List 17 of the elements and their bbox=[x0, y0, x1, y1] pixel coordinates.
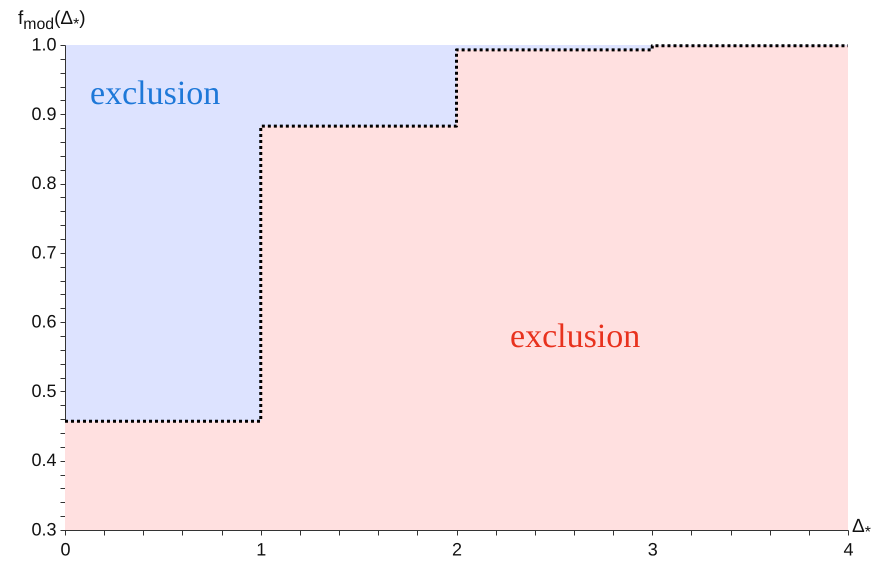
x-tick-label: 4 bbox=[843, 540, 854, 560]
y-tick-label: 0.6 bbox=[31, 312, 56, 332]
y-tick-label: 0.8 bbox=[31, 173, 56, 194]
x-tick-label: 3 bbox=[648, 540, 658, 560]
y-tick-label: 0.4 bbox=[31, 450, 56, 470]
annotation: exclusion bbox=[510, 318, 640, 355]
annotation: exclusion bbox=[90, 75, 220, 112]
x-tick-label: 1 bbox=[256, 540, 266, 560]
x-tick-label: 0 bbox=[60, 540, 71, 560]
y-axis-title: f$_{mod}$(Δ$_{*}$) bbox=[18, 8, 86, 34]
x-tick-label: 2 bbox=[452, 540, 462, 560]
y-tick-label: 0.3 bbox=[31, 520, 56, 540]
y-tick-label: 0.7 bbox=[31, 242, 56, 262]
y-tick-label: 0.9 bbox=[31, 104, 56, 124]
y-tick-label: 1.0 bbox=[31, 34, 56, 54]
y-tick-label: 0.5 bbox=[31, 380, 56, 401]
x-axis-title: Δ$_{*}$ bbox=[852, 516, 871, 542]
